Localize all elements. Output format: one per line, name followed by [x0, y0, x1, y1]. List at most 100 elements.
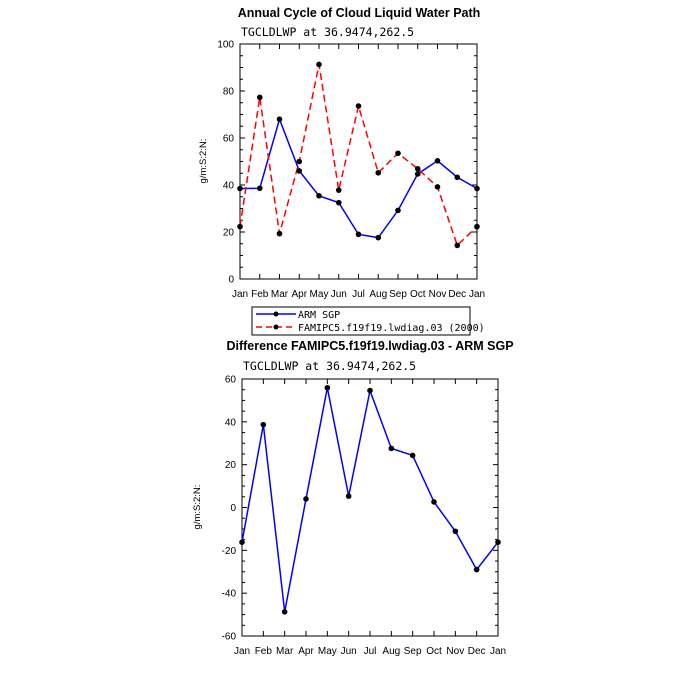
x-tick-label: Jan [232, 289, 248, 300]
data-point-0 [388, 445, 395, 452]
y-tick-label: -40 [222, 589, 237, 600]
x-tick-label: Nov [429, 289, 447, 300]
data-point-1 [474, 223, 480, 230]
series-line-0 [239, 116, 478, 239]
x-tick-label: Jan [234, 646, 250, 657]
y-tick-label: 20 [225, 460, 237, 471]
data-point-0 [316, 193, 322, 199]
y-tick-label: 60 [223, 134, 235, 145]
series-markers [239, 384, 501, 615]
legend-marker-famipc5 [273, 324, 279, 330]
data-point-1 [395, 150, 401, 157]
data-point-0 [239, 539, 245, 545]
data-point-0 [260, 421, 267, 428]
chart-title: Difference FAMIPC5.f19f19.lwdiag.03 - AR… [226, 339, 513, 353]
y-tick-label: -60 [222, 632, 237, 643]
data-point-0 [409, 452, 416, 459]
data-point-1 [296, 158, 303, 165]
x-tick-label: Nov [446, 646, 464, 657]
axis-ticks: -60 -40 -20 0 20 40 60 Jan Feb Mar Apr May Jun Jul Aug… [222, 375, 507, 658]
x-tick-label: Jan [490, 646, 506, 657]
data-point-0 [434, 157, 441, 164]
data-point-0 [256, 185, 263, 192]
annual-cycle-chart: Annual Cycle of Cloud Liquid Water Path … [198, 6, 485, 336]
data-point-1 [276, 230, 283, 237]
x-tick-label: Mar [271, 289, 289, 300]
data-point-0 [355, 231, 362, 238]
data-point-0 [324, 384, 331, 391]
y-axis-label: g/m:S:2:N: [198, 139, 209, 184]
x-tick-label: Feb [251, 289, 269, 300]
series-line-1 [239, 64, 478, 247]
x-tick-label: Jun [331, 289, 347, 300]
data-point-0 [335, 199, 342, 206]
data-point-0 [281, 608, 288, 615]
chart-title: Annual Cycle of Cloud Liquid Water Path [238, 6, 481, 20]
x-tick-label: Feb [255, 646, 273, 657]
x-tick-label: Apr [298, 646, 314, 657]
data-point-0 [474, 185, 480, 192]
data-point-1 [256, 94, 263, 101]
x-tick-label: Dec [448, 289, 466, 300]
data-point-1 [316, 61, 322, 68]
x-tick-label: Aug [369, 289, 387, 300]
y-tick-label: 20 [223, 228, 235, 239]
data-point-0 [367, 387, 373, 394]
series-markers [237, 61, 480, 249]
data-point-0 [452, 528, 459, 535]
series-lines [241, 387, 499, 612]
x-tick-label: Mar [276, 646, 294, 657]
data-point-1 [375, 169, 382, 176]
data-point-0 [414, 171, 421, 177]
plot-frame [239, 43, 478, 280]
y-axis-label: g/m:S:2:N: [192, 485, 203, 530]
x-tick-label: Jun [341, 646, 357, 657]
data-point-1 [355, 103, 362, 109]
y-tick-label: 100 [217, 40, 234, 51]
y-tick-label: -20 [222, 546, 237, 557]
data-point-0 [454, 174, 461, 181]
x-tick-label: Jul [364, 646, 377, 657]
data-point-1 [434, 184, 441, 190]
y-tick-label: 40 [223, 181, 235, 192]
data-point-1 [414, 165, 421, 172]
data-point-0 [375, 234, 382, 241]
y-tick-label: 80 [223, 87, 235, 98]
x-tick-label: Aug [382, 646, 400, 657]
x-tick-label: Jul [352, 289, 365, 300]
x-tick-label: May [310, 289, 329, 300]
chart-subtitle: TGCLDLWP at 36.9474,262.5 [243, 359, 416, 373]
data-point-0 [495, 539, 501, 545]
series-lines [239, 64, 478, 247]
legend-label-arm-sgp: ARM SGP [298, 310, 340, 321]
y-tick-label: 0 [228, 275, 234, 286]
data-point-0 [395, 207, 401, 214]
data-point-1 [237, 223, 243, 230]
x-tick-label: Apr [291, 289, 307, 300]
series-line-0 [241, 387, 499, 612]
difference-chart: Difference FAMIPC5.f19f19.lwdiag.03 - AR… [192, 339, 514, 657]
data-point-0 [345, 493, 352, 499]
y-tick-label: 0 [230, 503, 236, 514]
x-tick-label: May [318, 646, 337, 657]
plot-frame [241, 378, 499, 637]
data-point-0 [296, 168, 303, 174]
x-tick-label: Oct [426, 646, 442, 657]
data-point-0 [237, 185, 243, 192]
data-point-0 [303, 496, 309, 502]
x-tick-label: Oct [410, 289, 426, 300]
data-point-0 [276, 116, 283, 122]
data-point-1 [335, 187, 342, 193]
legend-marker-arm-sgp [273, 311, 279, 317]
x-tick-label: Jan [469, 289, 485, 300]
data-point-0 [431, 499, 437, 505]
legend-label-famipc5: FAMIPC5.f19f19.lwdiag.03 (2000) [298, 323, 485, 334]
y-tick-label: 60 [225, 375, 237, 386]
x-tick-label: Sep [404, 646, 422, 657]
data-point-0 [473, 566, 480, 573]
legend: ARM SGP FAMIPC5.f19f19.lwdiag.03 (2000) [251, 306, 485, 336]
chart-subtitle: TGCLDLWP at 36.9474,262.5 [241, 25, 414, 39]
legend-box [251, 306, 471, 336]
